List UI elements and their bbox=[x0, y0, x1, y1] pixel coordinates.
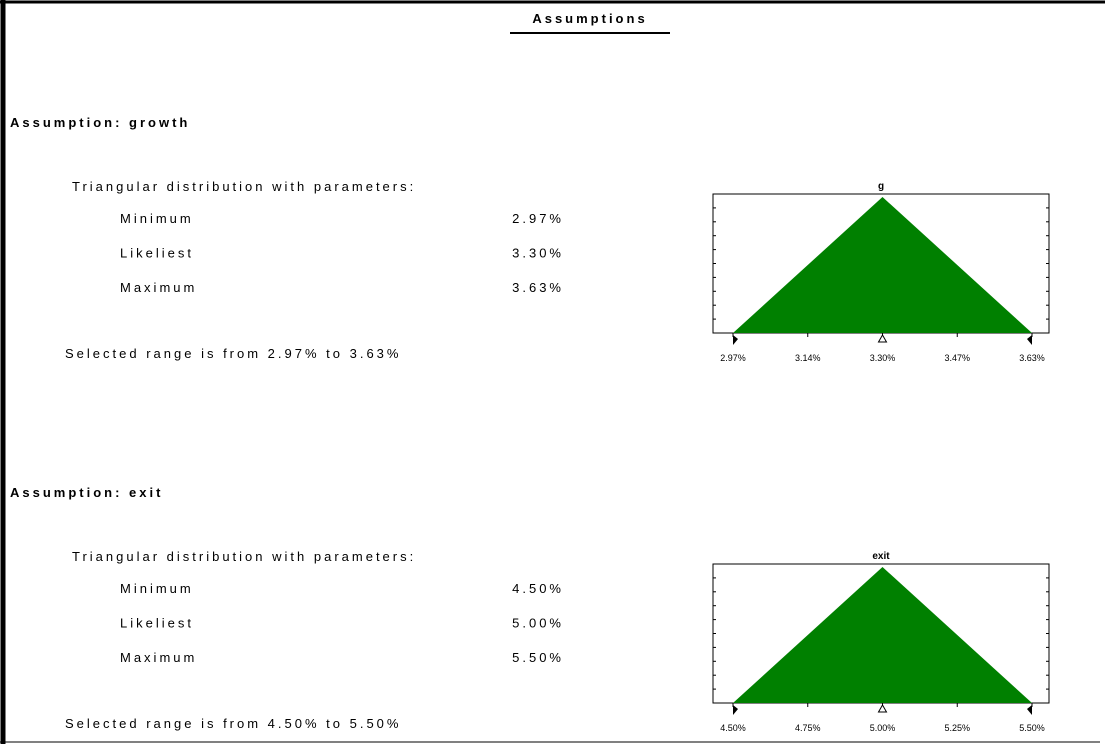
parameter-name: Maximum bbox=[120, 650, 197, 665]
triangle-distribution bbox=[733, 567, 1032, 703]
x-tick-label: 3.47% bbox=[944, 353, 970, 363]
x-tick-label: 3.30% bbox=[870, 353, 896, 363]
range-text: Selected range is from 4.50% to 5.50% bbox=[65, 716, 401, 731]
parameter-name: Likeliest bbox=[120, 246, 194, 261]
max-marker bbox=[1027, 335, 1032, 345]
parameter-name: Likeliest bbox=[120, 616, 194, 631]
parameter-value: 2.97% bbox=[512, 211, 564, 226]
parameter-value: 3.63% bbox=[512, 280, 564, 295]
x-tick-label: 3.14% bbox=[795, 353, 821, 363]
x-tick-label: 4.75% bbox=[795, 723, 821, 733]
parameter-value: 5.00% bbox=[512, 616, 564, 631]
assumption-heading: Assumption: growth bbox=[10, 115, 190, 130]
parameter-name: Minimum bbox=[120, 211, 194, 226]
x-tick-label: 5.50% bbox=[1019, 723, 1045, 733]
likeliest-marker bbox=[877, 333, 888, 343]
x-tick-label: 3.63% bbox=[1019, 353, 1045, 363]
min-marker bbox=[733, 335, 738, 345]
x-tick-label: 2.97% bbox=[720, 353, 746, 363]
range-text: Selected range is from 2.97% to 3.63% bbox=[65, 346, 401, 361]
x-tick-label: 5.00% bbox=[870, 723, 896, 733]
parameter-value: 3.30% bbox=[512, 246, 564, 261]
distribution-text: Triangular distribution with parameters: bbox=[72, 179, 416, 194]
parameter-name: Maximum bbox=[120, 280, 197, 295]
parameter-value: 4.50% bbox=[512, 581, 564, 596]
distribution-text: Triangular distribution with parameters: bbox=[72, 549, 416, 564]
assumption-heading: Assumption: exit bbox=[10, 485, 163, 500]
triangle-distribution bbox=[733, 197, 1032, 333]
x-tick-label: 4.50% bbox=[720, 723, 746, 733]
parameter-value: 5.50% bbox=[512, 650, 564, 665]
min-marker bbox=[733, 705, 738, 715]
chart-title: g bbox=[878, 181, 884, 192]
likeliest-marker bbox=[877, 703, 888, 713]
max-marker bbox=[1027, 705, 1032, 715]
x-tick-label: 5.25% bbox=[944, 723, 970, 733]
chart-title: exit bbox=[872, 551, 890, 562]
parameter-name: Minimum bbox=[120, 581, 194, 596]
report-title: Assumptions bbox=[532, 11, 647, 26]
